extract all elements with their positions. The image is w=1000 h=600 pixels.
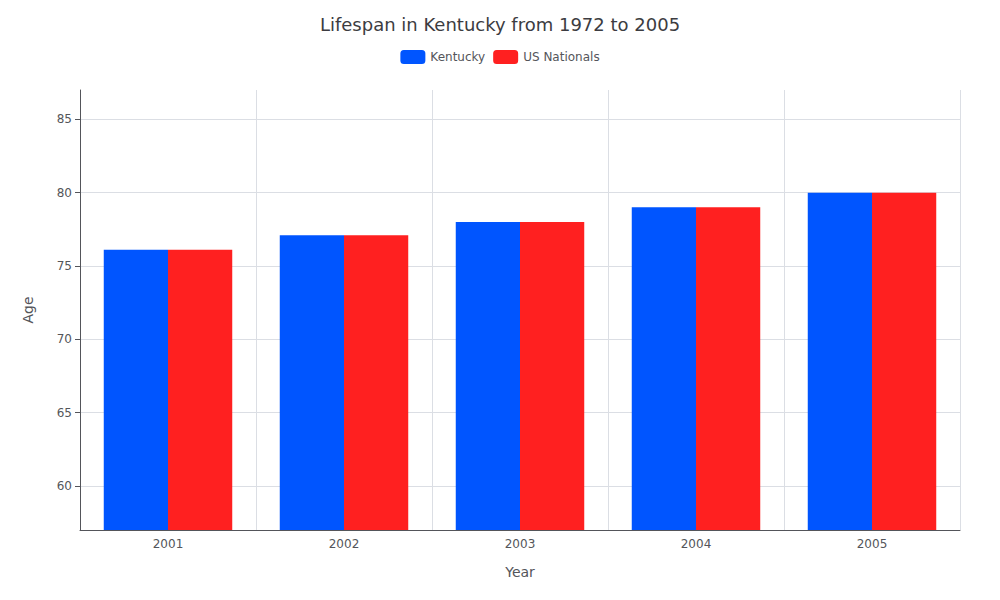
svg-text:2005: 2005 bbox=[857, 537, 888, 551]
svg-text:85: 85 bbox=[57, 112, 72, 126]
svg-text:75: 75 bbox=[57, 259, 72, 273]
svg-text:2002: 2002 bbox=[329, 537, 360, 551]
svg-text:2001: 2001 bbox=[153, 537, 184, 551]
svg-text:80: 80 bbox=[57, 186, 72, 200]
svg-text:Year: Year bbox=[504, 564, 535, 580]
svg-text:Lifespan in Kentucky from 1972: Lifespan in Kentucky from 1972 to 2005 bbox=[320, 14, 680, 35]
svg-text:70: 70 bbox=[57, 332, 72, 346]
svg-text:Age: Age bbox=[20, 296, 36, 323]
svg-text:US Nationals: US Nationals bbox=[523, 50, 599, 64]
svg-text:60: 60 bbox=[57, 479, 72, 493]
svg-text:2004: 2004 bbox=[681, 537, 712, 551]
svg-text:Kentucky: Kentucky bbox=[430, 50, 485, 64]
svg-text:65: 65 bbox=[57, 406, 72, 420]
svg-text:2003: 2003 bbox=[505, 537, 536, 551]
